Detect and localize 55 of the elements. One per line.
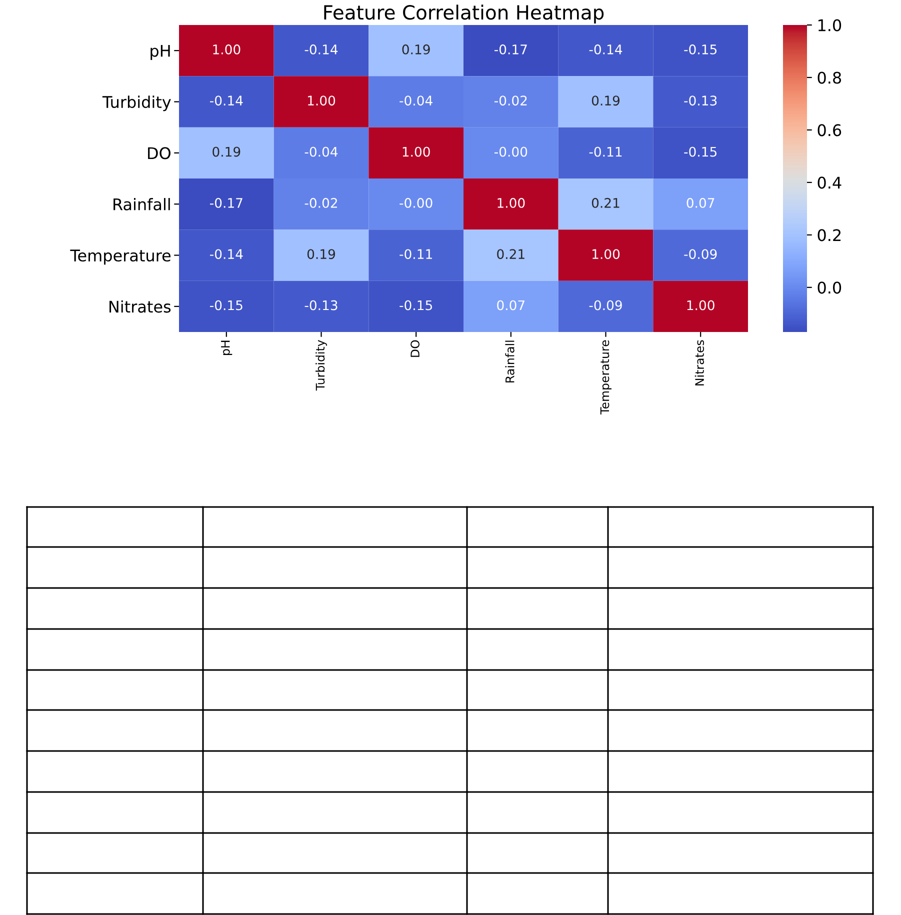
x-tick-label: Turbidity [316,340,327,391]
x-tick-label: pH [221,340,232,355]
data-label: 1.00 [592,249,620,260]
data-label: -0.02 [304,198,337,208]
y-tick-label: DO [148,147,170,160]
color-bar-label: 0.4 [818,176,842,189]
data-label: 0.19 [307,249,336,260]
color-bar-label: 1.0 [818,19,842,32]
data-label: -0.17 [210,198,242,208]
data-label: -0.14 [589,44,622,54]
data-label: 0.07 [497,300,524,310]
data-label: -0.00 [400,198,432,208]
data-label: -0.04 [400,96,432,106]
x-tick-label: Rainfall [505,340,514,382]
data-label: -0.09 [589,300,622,310]
color-bar-label: 0.0 [818,282,842,294]
y-tick-label: Temperature [70,250,171,265]
data-label: 1.00 [498,198,525,208]
data-label: -0.14 [210,96,243,106]
data-label: -0.15 [210,300,242,310]
data-label: 0.07 [686,198,714,208]
data-label: -0.15 [400,300,432,310]
data-label: -0.11 [589,146,622,157]
data-label: 1.00 [308,96,336,106]
chart-title: Feature Correlation Heatmap [324,4,604,24]
y-tick-label: Turbidity [102,96,171,112]
data-label: 0.19 [592,96,620,106]
y-tick-label: Rainfall [114,198,170,210]
data-label: -0.13 [304,300,338,310]
data-label: -0.04 [304,146,338,157]
y-tick-label: Nitrates [110,300,171,313]
data-label: 0.19 [212,146,240,157]
data-label: -0.00 [494,146,528,157]
color-bar-label: 0.2 [818,229,841,242]
x-tick-label: DO [410,340,420,357]
data-label: 0.21 [592,198,620,208]
data-label: -0.15 [684,44,716,54]
data-label: 0.19 [402,44,430,54]
color-bar-label: 0.8 [818,72,842,84]
data-label: -0.09 [684,249,717,260]
x-tick-label: Nitrates [694,340,704,386]
data-label: -0.11 [400,249,432,260]
data-label: -0.02 [494,96,527,106]
data-label: 1.00 [402,146,430,157]
data-label: -0.17 [494,44,527,54]
data-label: 1.00 [687,300,714,310]
data-label: 1.00 [213,44,240,54]
data-label: -0.15 [684,146,716,157]
data-label: 0.21 [497,249,524,260]
data-label: -0.14 [304,44,338,54]
color-bar-label: 0.6 [818,124,842,136]
x-tick-label: Temperature [600,340,612,414]
data-label: -0.13 [684,96,717,106]
y-tick-label: pH [150,45,170,60]
data-label: -0.14 [210,249,243,260]
